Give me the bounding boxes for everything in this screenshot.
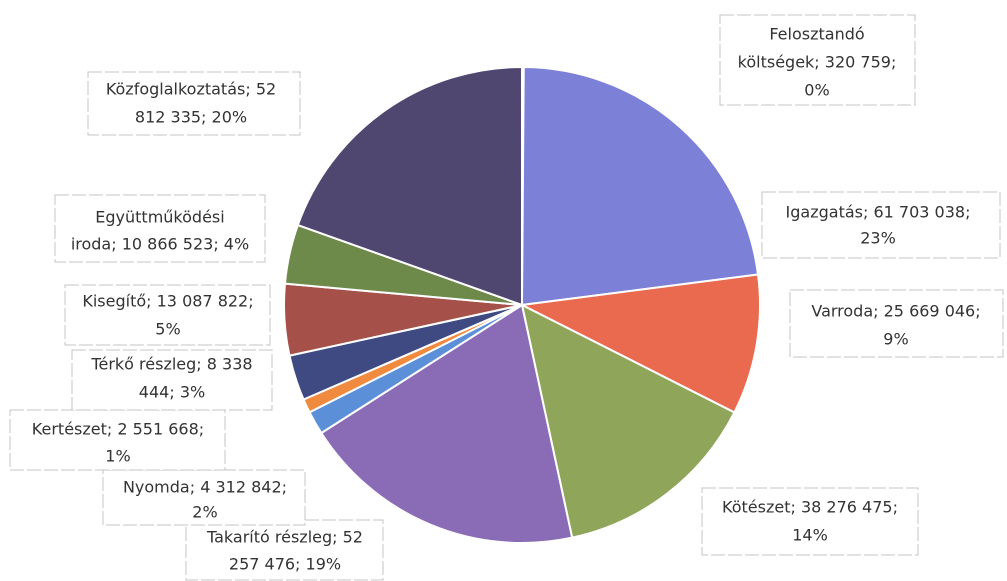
data-label: 812 335; 20% <box>135 108 247 127</box>
data-label: Felosztandó <box>769 25 864 44</box>
data-label: 444; 3% <box>139 383 205 402</box>
data-label-box <box>789 289 1004 358</box>
data-label: 23% <box>860 229 896 248</box>
data-label-box <box>102 469 306 526</box>
data-label: költségek; 320 759; <box>738 53 897 72</box>
data-label: iroda; 10 866 523; 4% <box>71 235 249 254</box>
pie-slice <box>296 65 523 307</box>
data-label-box <box>701 487 919 556</box>
pie-slice <box>518 273 761 414</box>
data-label: 257 476; 19% <box>229 555 341 574</box>
data-label: 14% <box>792 526 828 545</box>
data-label: Együttműködési <box>95 208 224 227</box>
pie-slice <box>319 303 574 544</box>
data-label-box <box>87 71 301 136</box>
data-label: Takarító részleg; 52 <box>206 528 363 547</box>
data-label: 1% <box>105 447 130 466</box>
data-label: 5% <box>155 320 180 339</box>
data-label: 0% <box>804 81 829 100</box>
data-label: Nyomda; 4 312 842; <box>123 478 287 497</box>
data-label: Térkő részleg; 8 338 <box>90 355 252 374</box>
data-label-box <box>9 409 226 471</box>
data-label-box <box>719 14 916 106</box>
pie-slice <box>520 65 760 307</box>
data-label: 9% <box>883 330 908 349</box>
data-label: Kisegítő; 13 087 822; <box>82 292 253 311</box>
data-label: Kötészet; 38 276 475; <box>722 498 898 517</box>
data-label: Varroda; 25 669 046; <box>811 302 980 321</box>
data-label: Igazgatás; 61 703 038; <box>786 203 971 222</box>
data-label-box <box>64 284 271 346</box>
data-label-box <box>54 194 266 263</box>
data-label: Kertészet; 2 551 668; <box>32 420 204 439</box>
pie-slice <box>520 303 736 539</box>
data-label-box <box>71 349 273 411</box>
data-label: Közfoglalkoztatás; 52 <box>106 80 276 99</box>
data-label-box <box>185 519 384 581</box>
data-label-box <box>761 191 1001 259</box>
data-label: 2% <box>192 503 217 522</box>
